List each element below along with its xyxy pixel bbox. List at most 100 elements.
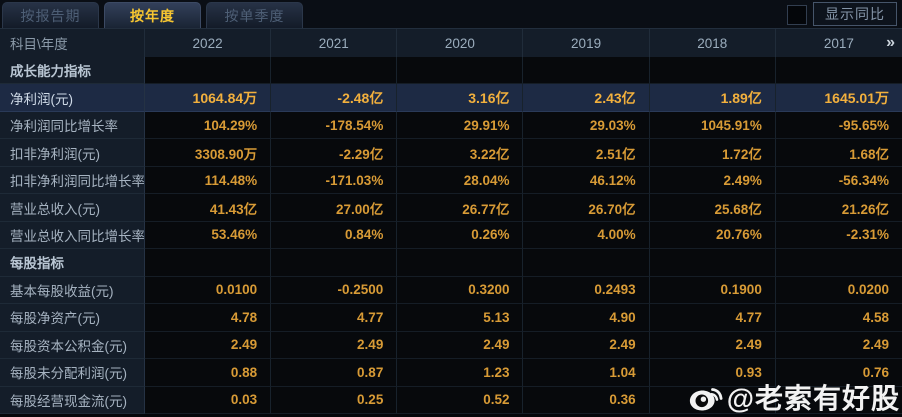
table-row: 净利润同比增长率 104.29% -178.54% 29.91% 29.03% 1045.…: [0, 111, 902, 140]
tab-by-report-period[interactable]: 按报告期: [2, 2, 99, 28]
value-cell: -2.48亿: [271, 84, 398, 112]
tab-by-quarter[interactable]: 按单季度: [206, 2, 303, 28]
year-header-2019: 2019: [523, 29, 650, 57]
row-label: 每股净资产(元): [0, 304, 145, 332]
value-cell: 5.13: [397, 304, 524, 332]
value-cell: 2.49: [145, 331, 272, 360]
value-cell: [775, 386, 902, 414]
row-label: 每股指标: [0, 249, 145, 277]
value-cell: 2.49: [775, 331, 902, 360]
value-cell: 0.1900: [649, 276, 776, 305]
value-cell: -2.29亿: [271, 139, 398, 167]
table-row: 营业总收入同比增长率 53.46% 0.84% 0.26% 4.00% 20.76% -2.…: [0, 221, 902, 250]
value-cell: -56.34%: [775, 166, 902, 195]
value-cell: 46.12%: [523, 166, 650, 195]
value-cell: 1645.01万: [775, 84, 902, 112]
value-cell: 0.52: [397, 386, 524, 414]
show-yoy-button[interactable]: 显示同比: [813, 2, 897, 26]
value-cell: [649, 57, 776, 85]
value-cell: 26.70亿: [523, 194, 650, 222]
year-header-2018: 2018: [650, 29, 776, 57]
year-header-2022: 2022: [145, 29, 272, 57]
value-cell: -171.03%: [271, 166, 398, 195]
value-cell: -95.65%: [775, 111, 902, 140]
value-cell: 53.46%: [145, 221, 272, 250]
value-cell: 0.03: [145, 386, 272, 414]
value-cell: 29.03%: [523, 111, 650, 140]
value-cell: [775, 249, 902, 277]
value-cell: [397, 57, 524, 85]
value-cell: 2.49%: [649, 166, 776, 195]
table-row: 基本每股收益(元) 0.0100 -0.2500 0.3200 0.2493 0.1900…: [0, 276, 902, 305]
row-label: 营业总收入同比增长率: [0, 221, 145, 250]
value-cell: 4.78: [145, 304, 272, 332]
show-yoy-checkbox[interactable]: [787, 5, 807, 25]
value-cell: 2.49: [397, 331, 524, 360]
value-cell: 3.22亿: [397, 139, 524, 167]
value-cell: 0.88: [145, 359, 272, 387]
value-cell: [145, 57, 272, 85]
value-cell: 0.36: [523, 386, 650, 414]
value-cell: -0.2500: [271, 276, 398, 305]
value-cell: [775, 57, 902, 85]
table-row: 每股未分配利润(元) 0.88 0.87 1.23 1.04 0.93 0.76: [0, 359, 902, 387]
table-row: 每股经营现金流(元) 0.03 0.25 0.52 0.36: [0, 386, 902, 414]
value-cell: 3.16亿: [397, 84, 524, 112]
value-cell: 104.29%: [145, 111, 272, 140]
value-cell: [397, 249, 524, 277]
value-cell: 2.43亿: [523, 84, 650, 112]
year-header-2021: 2021: [271, 29, 398, 57]
value-cell: 26.77亿: [397, 194, 524, 222]
value-cell: 1.23: [397, 359, 524, 387]
value-cell: 25.68亿: [649, 194, 776, 222]
row-label: 净利润(元): [0, 84, 145, 112]
section-row: 成长能力指标: [0, 57, 902, 85]
value-cell: 1.04: [523, 359, 650, 387]
table-row: 扣非净利润同比增长率 114.48% -171.03% 28.04% 46.12% 2.4…: [0, 166, 902, 195]
row-label: 基本每股收益(元): [0, 276, 145, 305]
value-cell: 0.26%: [397, 221, 524, 250]
section-row: 每股指标: [0, 249, 902, 277]
value-cell: 4.58: [775, 304, 902, 332]
value-cell: 0.93: [649, 359, 776, 387]
value-cell: 1064.84万: [145, 84, 272, 112]
value-cell: [271, 249, 398, 277]
value-cell: 2.49: [649, 331, 776, 360]
table-body: 成长能力指标 净利润(元) 1064.84万 -2.48亿 3.16亿 2.43亿 1.89…: [0, 57, 902, 414]
table-row: 每股资本公积金(元) 2.49 2.49 2.49 2.49 2.49 2.49: [0, 331, 902, 360]
value-cell: 0.25: [271, 386, 398, 414]
value-cell: 4.00%: [523, 221, 650, 250]
value-cell: 1.72亿: [649, 139, 776, 167]
value-cell: [271, 57, 398, 85]
value-cell: 4.90: [523, 304, 650, 332]
table-header-row: 科目\年度 2022 2021 2020 2019 2018 2017»: [0, 28, 902, 57]
value-cell: 20.76%: [649, 221, 776, 250]
value-cell: [523, 249, 650, 277]
value-cell: 4.77: [649, 304, 776, 332]
value-cell: 2.49: [523, 331, 650, 360]
value-cell: 0.0200: [775, 276, 902, 305]
value-cell: [523, 57, 650, 85]
corner-header-cell: 科目\年度: [0, 29, 145, 57]
value-cell: [649, 386, 776, 414]
value-cell: 41.43亿: [145, 194, 272, 222]
value-cell: 2.51亿: [523, 139, 650, 167]
row-label: 成长能力指标: [0, 57, 145, 85]
year-header-2020: 2020: [397, 29, 524, 57]
table-row: 净利润(元) 1064.84万 -2.48亿 3.16亿 2.43亿 1.89亿 1645.…: [0, 84, 902, 112]
tab-by-year[interactable]: 按年度: [104, 2, 201, 28]
table-row: 每股净资产(元) 4.78 4.77 5.13 4.90 4.77 4.58: [0, 304, 902, 332]
row-label: 净利润同比增长率: [0, 111, 145, 140]
value-cell: 0.0100: [145, 276, 272, 305]
value-cell: 29.91%: [397, 111, 524, 140]
more-columns-icon[interactable]: »: [886, 34, 895, 51]
table-row: 营业总收入(元) 41.43亿 27.00亿 26.77亿 26.70亿 25.68亿 21…: [0, 194, 902, 222]
row-label: 扣非净利润(元): [0, 139, 145, 167]
value-cell: [649, 249, 776, 277]
row-label: 营业总收入(元): [0, 194, 145, 222]
value-cell: 114.48%: [145, 166, 272, 195]
value-cell: 4.77: [271, 304, 398, 332]
value-cell: 28.04%: [397, 166, 524, 195]
value-cell: 1.68亿: [775, 139, 902, 167]
